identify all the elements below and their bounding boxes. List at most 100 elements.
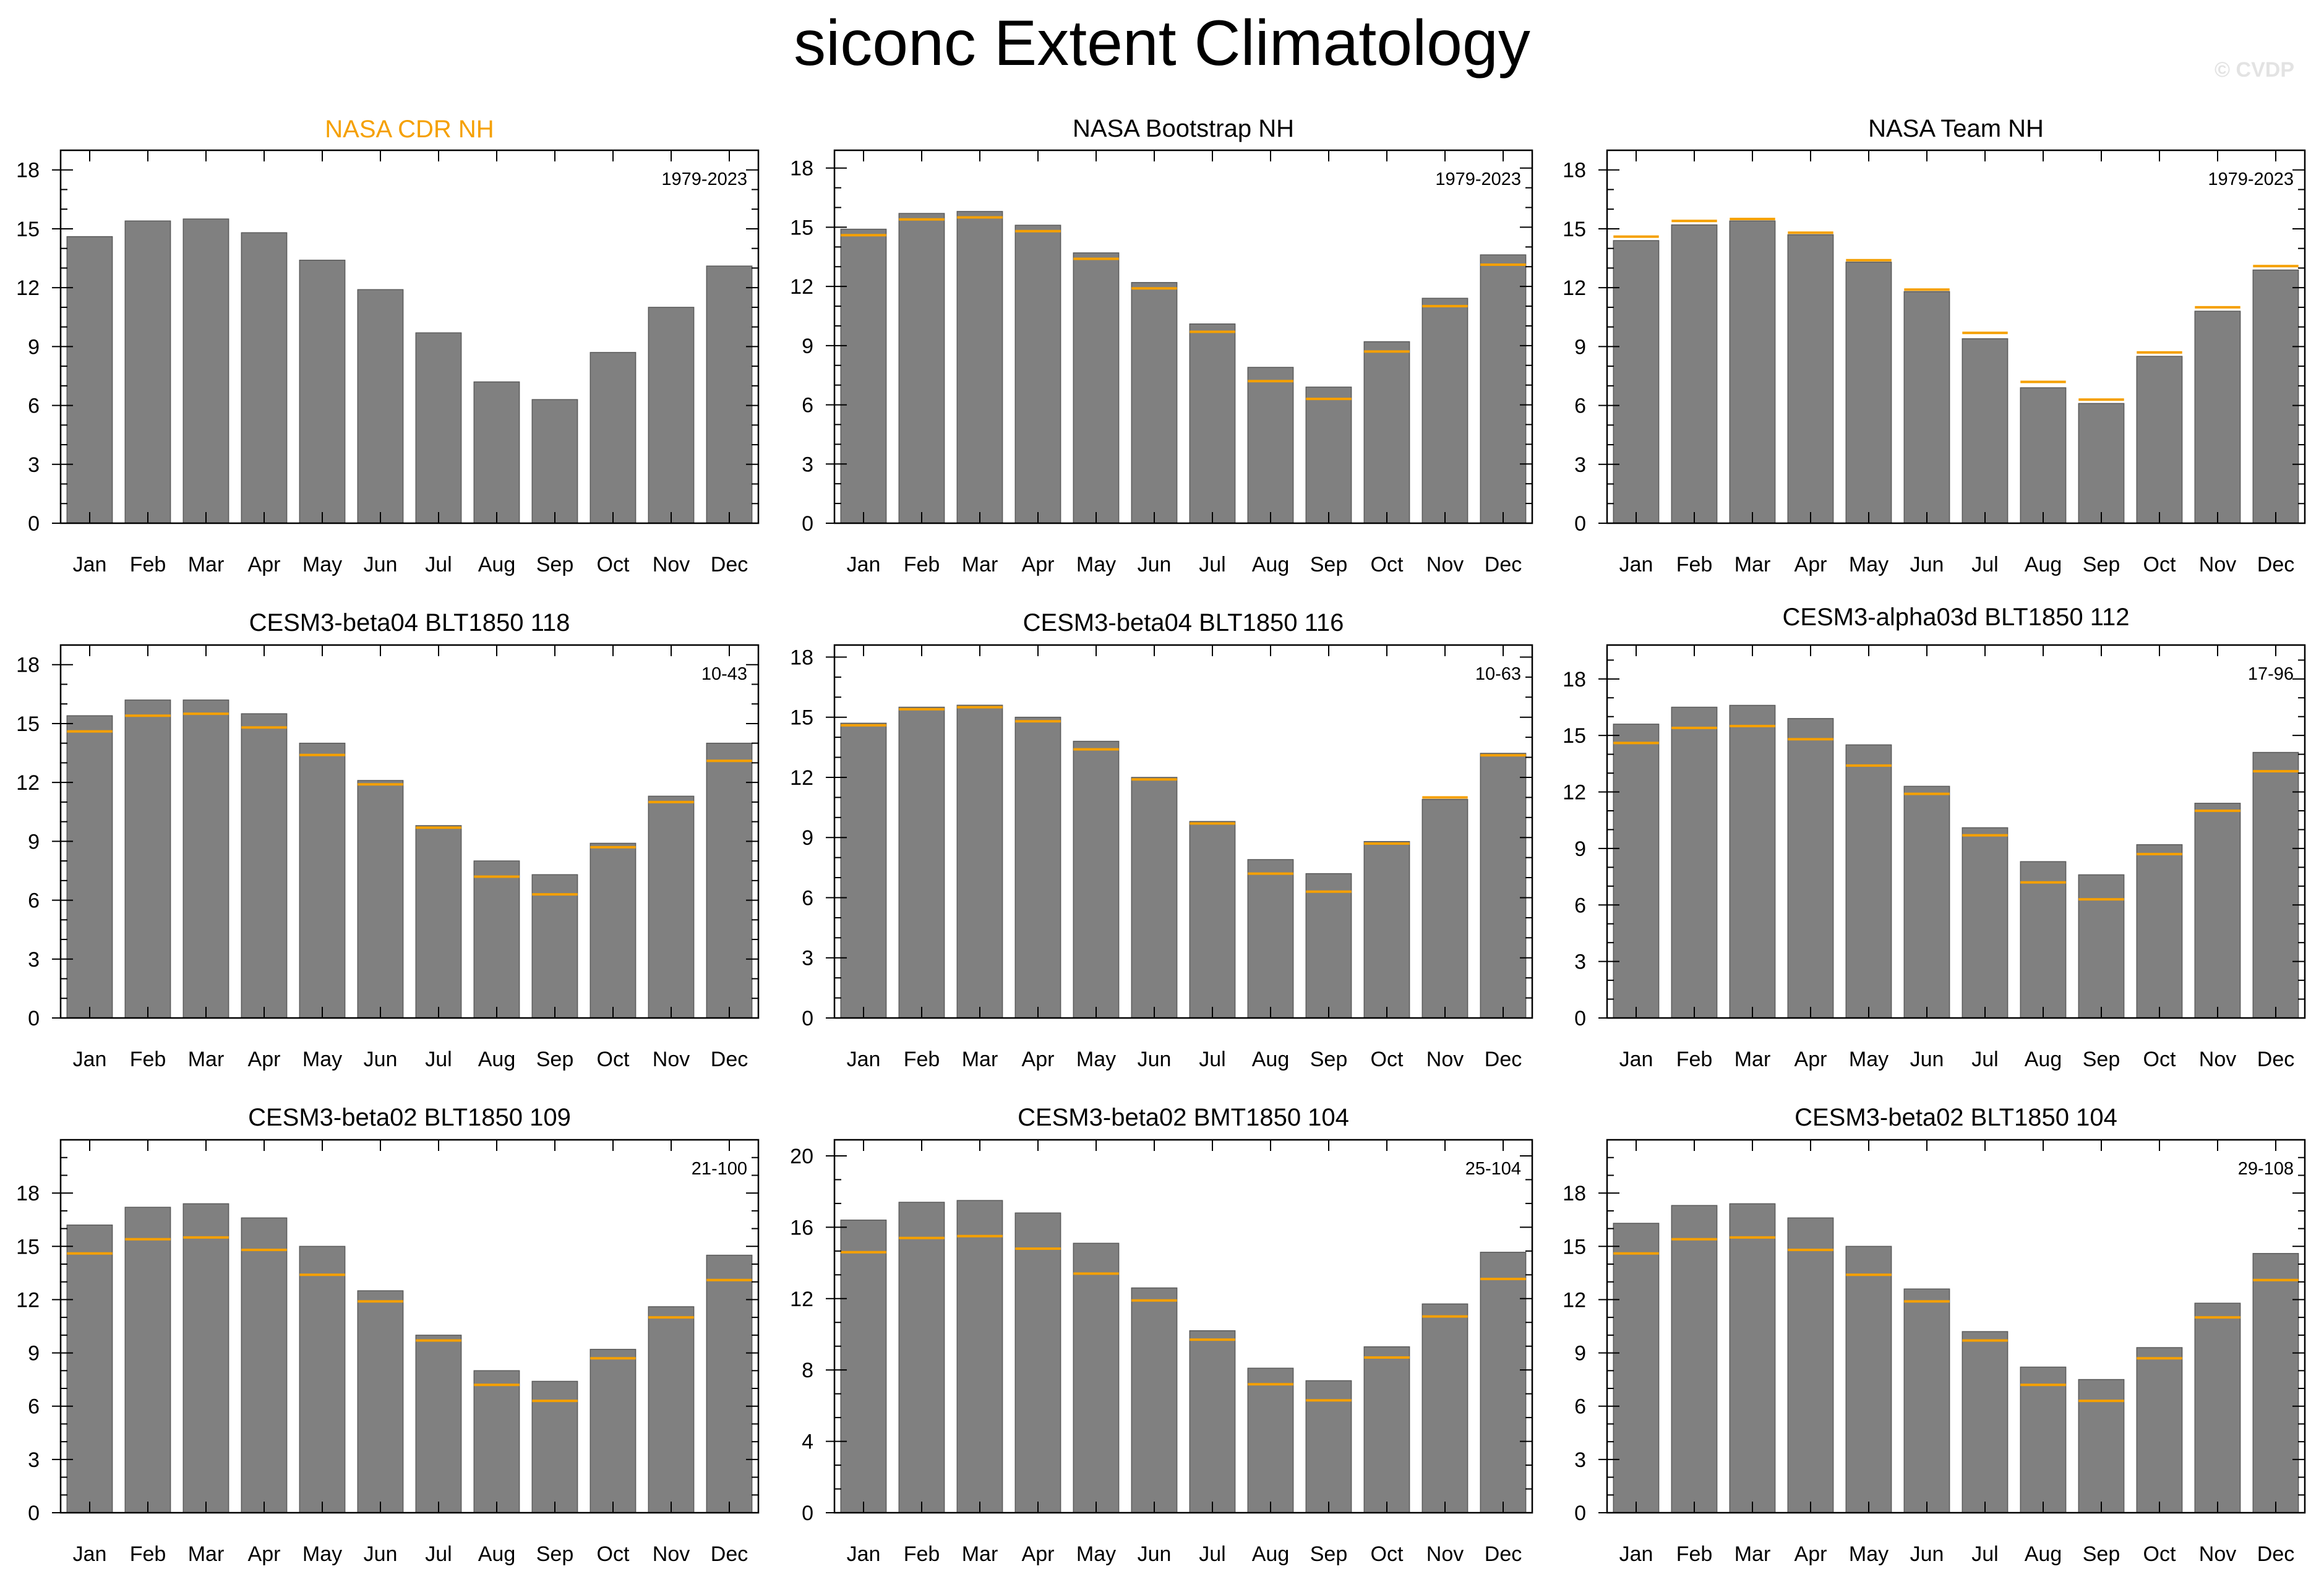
x-tick-label: Oct [2143,1542,2176,1566]
period-label: 1979-2023 [2208,169,2294,189]
y-tick-label: 9 [1574,335,1586,359]
bar-mar [1729,220,1776,524]
panel-title: CESM3-beta04 BLT1850 116 [1023,609,1344,636]
x-tick-label: Jan [1619,1542,1653,1566]
y-tick-label: 6 [802,886,813,910]
y-tick-label: 9 [802,335,813,358]
bar-aug [1247,859,1294,1019]
y-tick-label: 9 [802,826,813,850]
bar-jul [1189,1330,1236,1513]
x-tick-label: May [302,1542,342,1566]
x-tick-label: Sep [1310,1048,1348,1071]
bar-oct [590,352,637,524]
bar-nov [2194,310,2241,524]
y-tick-label: 16 [790,1216,813,1239]
y-tick-label: 15 [16,712,40,736]
y-tick-label: 15 [1563,1235,1586,1259]
y-tick-label: 0 [28,512,40,536]
x-tick-label: Jul [1971,553,1998,576]
x-tick-label: Dec [711,553,748,576]
chart-panel-6: CESM3-alpha03d BLT1850 112 17-96 0 3 6 9 12 15 1… [1563,604,2306,1071]
y-tick-label: 8 [802,1359,813,1382]
bar-dec [1480,753,1527,1019]
panel-title: NASA Bootstrap NH [1073,115,1294,142]
bar-nov [648,1306,695,1513]
watermark: © CVDP [2215,58,2294,82]
y-tick-label: 3 [28,1448,40,1472]
plot-frame [59,149,760,524]
x-tick-label: Apr [1022,1542,1055,1566]
y-tick-label: 9 [28,1342,40,1366]
bar-dec [2252,269,2299,524]
x-tick-label: Apr [248,553,281,576]
bar-mar [956,211,1003,524]
x-tick-label: Jan [847,553,881,576]
period-label: 10-63 [1475,664,1521,684]
y-tick-label: 18 [16,1182,40,1205]
y-tick-label: 15 [790,216,813,239]
bar-jul [415,1335,462,1513]
bar-feb [124,1207,171,1513]
y-tick-label: 12 [16,276,40,300]
y-tick-label: 0 [802,1502,813,1525]
x-tick-label: Sep [1310,553,1348,576]
x-tick-label: Jun [364,553,398,576]
period-label: 25-104 [1465,1159,1521,1179]
x-tick-label: Jul [1971,1048,1998,1071]
bar-jan [66,236,113,524]
bar-feb [1671,706,1718,1019]
y-tick-label: 9 [1574,1342,1586,1366]
bar-jun [357,1290,404,1513]
x-tick-label: Mar [962,1048,998,1071]
bar-jun [1903,1288,1950,1513]
y-tick-label: 15 [790,706,813,730]
x-tick-label: Jul [425,553,452,576]
x-tick-label: Oct [597,1048,630,1071]
bar-aug [473,860,520,1019]
x-tick-label: May [302,553,342,576]
bar-dec [1480,1252,1527,1513]
x-tick-label: Jul [1199,1542,1225,1566]
bar-sep [2078,874,2125,1019]
bar-mar [956,1200,1003,1513]
x-tick-label: Feb [904,1048,940,1071]
x-tick-label: Jun [1138,1048,1172,1071]
plot-frame [1606,644,2306,1019]
panel-title: CESM3-beta02 BMT1850 104 [1018,1104,1349,1131]
x-tick-label: Jul [1199,1048,1225,1071]
x-tick-label: May [1076,553,1116,576]
x-tick-label: Jan [73,1048,107,1071]
x-tick-label: Jun [1910,553,1944,576]
x-tick-label: Jun [1910,1048,1944,1071]
panel-title: CESM3-beta04 BLT1850 118 [249,609,570,636]
x-tick-label: Feb [1676,553,1713,576]
bar-jun [357,289,404,524]
x-tick-label: Apr [248,1048,281,1071]
panel-title: CESM3-alpha03d BLT1850 112 [1782,604,2129,631]
bar-nov [2194,1302,2241,1513]
bar-feb [1671,224,1718,524]
x-tick-label: Dec [711,1542,748,1566]
chart-panel-2: NASA Bootstrap NH 1979-2023 0 3 6 9 12 15 18 Jan F… [790,115,1533,576]
x-tick-label: Nov [1426,1542,1464,1566]
bar-aug [1247,1367,1294,1513]
x-tick-label: Jan [1619,1048,1653,1071]
bar-jul [1962,827,2009,1019]
plot-frame [59,644,760,1019]
x-tick-label: Aug [2025,1542,2062,1566]
x-tick-label: Mar [1734,1048,1771,1071]
x-tick-label: Aug [1252,1048,1290,1071]
x-tick-label: Nov [653,553,690,576]
x-tick-label: Jan [73,553,107,576]
bar-nov [648,307,695,524]
x-tick-label: Mar [188,1542,225,1566]
y-tick-label: 12 [1563,1288,1586,1312]
x-tick-label: Aug [478,1048,516,1071]
y-tick-label: 12 [16,1288,40,1312]
chart-panel-8: CESM3-beta02 BMT1850 104 25-104 0 4 8 12 16 20 J… [790,1104,1533,1566]
y-tick-label: 6 [1574,395,1586,418]
bar-jan [1613,1223,1660,1513]
x-tick-label: Sep [1310,1542,1348,1566]
bar-apr [241,1217,288,1513]
